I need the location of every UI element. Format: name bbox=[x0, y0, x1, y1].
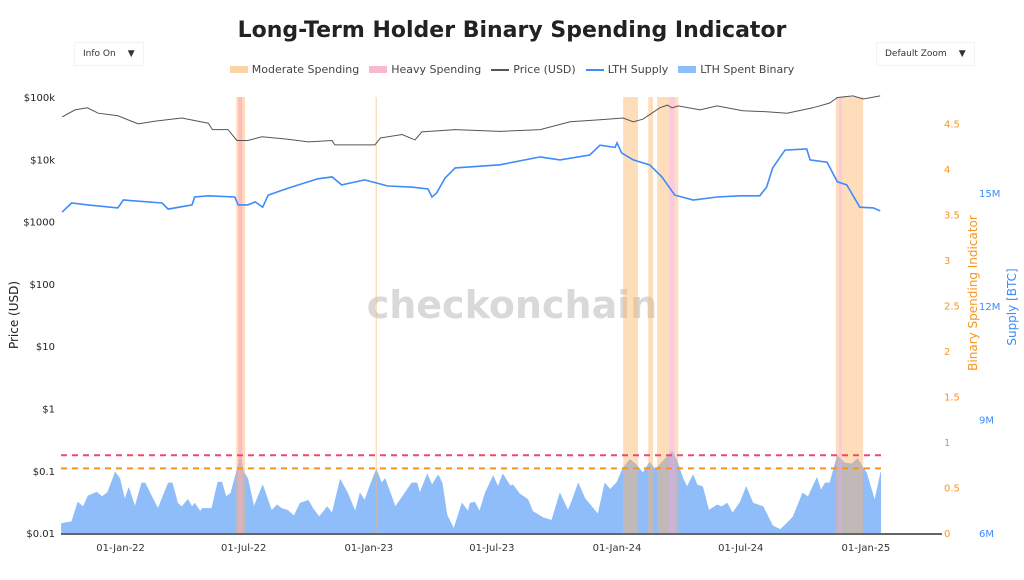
x-tick-label: 01-Jan-24 bbox=[593, 543, 642, 554]
moderate-spending-band bbox=[648, 97, 654, 533]
supply-axis-title: Supply [BTC] bbox=[1005, 268, 1019, 345]
heavy-spending-band bbox=[838, 97, 843, 533]
legend-heavy-spending[interactable]: Heavy Spending bbox=[369, 63, 481, 76]
info-dropdown[interactable]: Info On ▼ bbox=[74, 42, 144, 66]
lth-supply-line bbox=[61, 140, 881, 213]
binary-tick-label: 1 bbox=[944, 438, 950, 449]
moderate-spending-band bbox=[375, 97, 377, 533]
binary-tick-label: 3.5 bbox=[944, 211, 960, 222]
price-axis-title: Price (USD) bbox=[7, 281, 21, 349]
zoom-dropdown[interactable]: Default Zoom ▼ bbox=[876, 42, 975, 66]
moderate-spending-band bbox=[835, 97, 839, 533]
legend-label: Moderate Spending bbox=[251, 63, 360, 76]
heavy-spending-band bbox=[238, 97, 243, 533]
legend-swatch bbox=[585, 68, 604, 71]
chart-title: Long-Term Holder Binary Spending Indicat… bbox=[237, 18, 787, 43]
legend-swatch bbox=[229, 66, 248, 73]
legend-swatch bbox=[491, 68, 510, 71]
price-tick-label: $1000 bbox=[23, 218, 55, 229]
moderate-spending-band bbox=[842, 97, 864, 533]
supply-tick-label: 6M bbox=[979, 529, 994, 540]
binary-axis-title: Binary Spending Indicator bbox=[966, 215, 980, 371]
price-tick-label: $100 bbox=[30, 280, 55, 291]
x-tick-label: 01-Jan-25 bbox=[842, 543, 891, 554]
supply-tick-label: 15M bbox=[979, 189, 1000, 200]
legend-swatch bbox=[678, 66, 697, 73]
binary-tick-label: 0 bbox=[944, 529, 950, 540]
price-tick-label: $10k bbox=[30, 155, 55, 166]
price-tick-label: $100k bbox=[24, 93, 55, 104]
legend-label: Heavy Spending bbox=[391, 63, 482, 76]
binary-tick-label: 4 bbox=[944, 165, 950, 176]
legend-lth-supply[interactable]: LTH Supply bbox=[585, 63, 669, 76]
heavy-spending-band bbox=[668, 97, 675, 533]
moderate-spending-band bbox=[623, 97, 639, 533]
binary-tick-label: 4.5 bbox=[944, 120, 960, 131]
x-tick-label: 01-Jul-24 bbox=[718, 543, 763, 554]
chevron-down-icon: ▼ bbox=[958, 49, 966, 59]
info-dropdown-label: Info On bbox=[83, 49, 116, 59]
price-tick-label: $0.01 bbox=[26, 529, 55, 540]
legend-lth-spent-binary[interactable]: LTH Spent Binary bbox=[678, 63, 794, 76]
binary-tick-label: 1.5 bbox=[944, 393, 960, 404]
binary-tick-label: 0.5 bbox=[944, 484, 960, 495]
x-tick-label: 01-Jul-23 bbox=[469, 543, 514, 554]
supply-tick-label: 9M bbox=[979, 416, 994, 427]
supply-tick-label: 12M bbox=[979, 302, 1000, 313]
legend: Moderate Spending Heavy Spending Price (… bbox=[0, 63, 1024, 76]
price-tick-label: $10 bbox=[36, 342, 55, 353]
moderate-spending-band bbox=[657, 97, 669, 533]
x-tick-label: 01-Jul-22 bbox=[221, 543, 266, 554]
watermark: checkonchain bbox=[367, 283, 658, 327]
binary-tick-label: 2 bbox=[944, 347, 950, 358]
moderate-spending-band bbox=[236, 97, 246, 533]
legend-price[interactable]: Price (USD) bbox=[491, 63, 576, 76]
x-tick-label: 01-Jan-22 bbox=[96, 543, 145, 554]
x-tick-label: 01-Jan-23 bbox=[344, 543, 393, 554]
price-line bbox=[61, 95, 881, 146]
price-tick-label: $1 bbox=[42, 405, 55, 416]
lth-spent-binary-area bbox=[61, 450, 882, 534]
binary-tick-label: 2.5 bbox=[944, 302, 960, 313]
legend-label: Price (USD) bbox=[513, 63, 576, 76]
zoom-dropdown-label: Default Zoom bbox=[885, 49, 947, 59]
chevron-down-icon: ▼ bbox=[127, 49, 135, 59]
legend-swatch bbox=[369, 66, 388, 73]
binary-tick-label: 3 bbox=[944, 256, 950, 267]
legend-moderate-spending[interactable]: Moderate Spending bbox=[229, 63, 360, 76]
moderate-spending-band bbox=[674, 97, 679, 533]
legend-label: LTH Spent Binary bbox=[700, 63, 795, 76]
price-tick-label: $0.1 bbox=[33, 467, 55, 478]
legend-label: LTH Supply bbox=[607, 63, 669, 76]
